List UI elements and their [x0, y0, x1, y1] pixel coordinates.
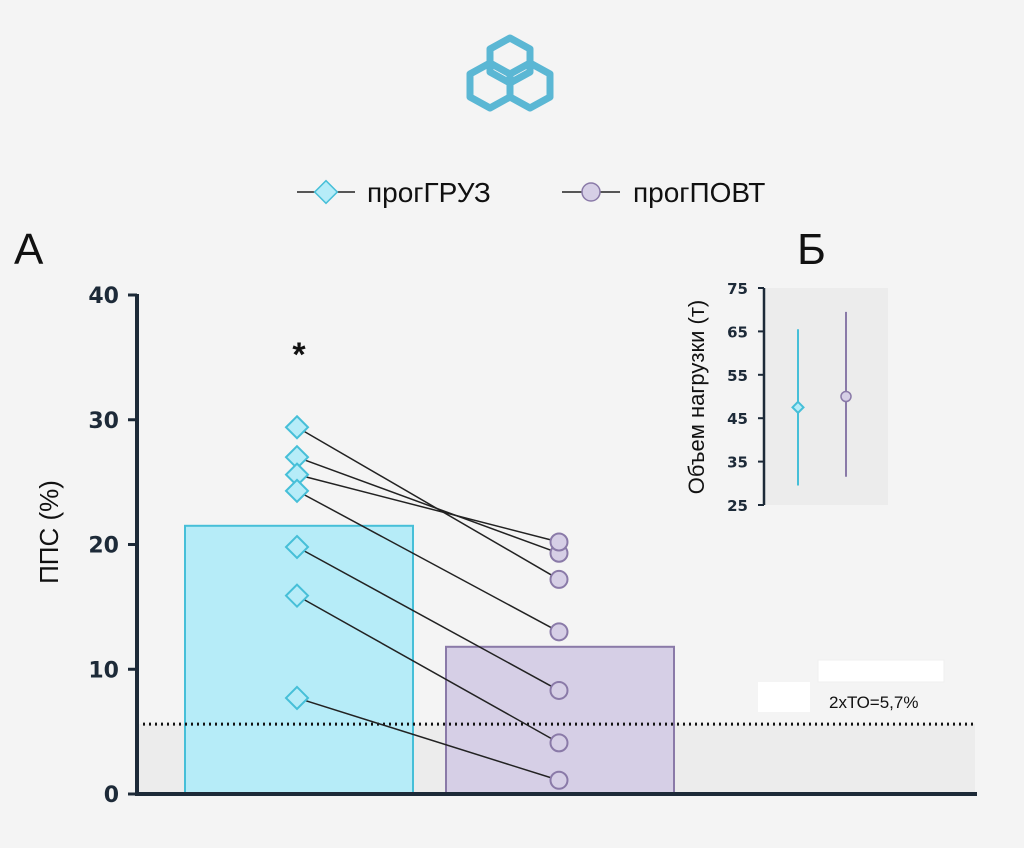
panel-b-y-axis-label: Объем нагрузки (т) [684, 300, 709, 494]
legend: прогГРУЗ прогПОВТ [297, 177, 765, 208]
y-tick-label: 20 [88, 534, 119, 559]
paired-line [296, 594, 560, 744]
panel-b-background [764, 288, 888, 505]
paired-line [296, 456, 560, 554]
diamond-marker-icon [313, 179, 339, 205]
panel-a-label: А [14, 225, 44, 274]
y-axis-label: ППС (%) [34, 480, 64, 584]
paired-line [296, 697, 560, 781]
legend-item-progruz: прогГРУЗ [297, 177, 491, 208]
point-progpovt [549, 569, 569, 589]
paired-line [296, 546, 560, 692]
legend-label-progpovt: прогПОВТ [633, 177, 765, 208]
y-tick-label: 10 [88, 658, 119, 683]
paired-line [296, 473, 560, 543]
point-progruz [284, 478, 310, 504]
hexagon-cubes-logo-icon [466, 34, 554, 112]
panel-b-y-tick-label: 65 [727, 323, 748, 341]
panel-b-label: Б [797, 225, 826, 274]
point-progpovt [549, 622, 569, 642]
point-progruz [284, 583, 310, 609]
label-background [758, 682, 810, 712]
y-tick-label: 0 [104, 783, 119, 808]
y-tick-label: 30 [88, 409, 119, 434]
point-progruz [284, 414, 310, 440]
panel-b-y-tick-label: 55 [727, 367, 748, 385]
bar-progruz [184, 524, 414, 795]
panel-b-y-tick-label: 75 [727, 280, 748, 298]
point-progpovt [549, 680, 569, 700]
panel-b-plot: 25 35 45 55 65 75 Объем нагрузки (т) [684, 280, 888, 515]
point-progpovt [549, 733, 569, 753]
y-tick-label: 40 [88, 284, 119, 309]
panel-a-plot: 0 10 20 30 40 ППС (%) * 2xТО=5,7% [34, 284, 977, 808]
panel-b-point-progpovt [840, 390, 852, 403]
point-progruz [284, 685, 310, 711]
point-progpovt [549, 770, 569, 790]
panel-b-y-tick-label: 35 [727, 454, 748, 472]
bar-progpovt [445, 645, 675, 795]
panel-b-y-tick-label: 45 [727, 410, 748, 428]
legend-label-progruz: прогГРУЗ [367, 177, 491, 208]
panel-b-point-progruz [791, 400, 805, 415]
panel-b-y-tick-label: 25 [727, 497, 748, 515]
circle-marker-icon [581, 182, 601, 202]
point-progruz [284, 534, 310, 560]
paired-line [296, 490, 560, 633]
paired-line [296, 426, 560, 581]
legend-item-progpovt: прогПОВТ [562, 177, 765, 208]
significance-marker: * [292, 336, 306, 374]
reference-line-label: 2xТО=5,7% [829, 693, 918, 712]
point-progpovt [549, 532, 569, 552]
label-background [817, 659, 945, 683]
